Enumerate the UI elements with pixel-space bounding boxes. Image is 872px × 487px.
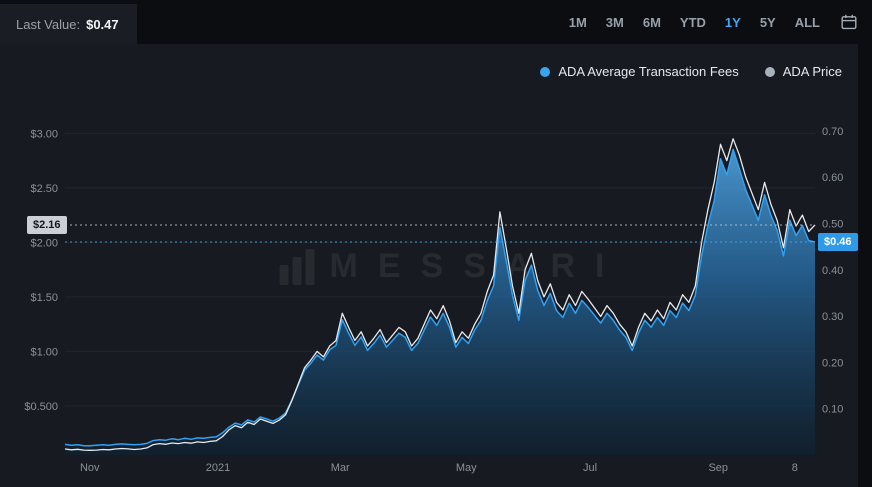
legend: ADA Average Transaction Fees ADA Price	[540, 64, 842, 79]
range-1m[interactable]: 1M	[568, 14, 587, 30]
last-value-label: Last Value:	[16, 16, 81, 32]
calendar-button[interactable]	[840, 13, 858, 31]
legend-item-fees[interactable]: ADA Average Transaction Fees	[540, 64, 739, 79]
legend-item-price[interactable]: ADA Price	[764, 64, 842, 79]
calendar-icon	[841, 14, 857, 30]
last-value-amount: $0.47	[86, 16, 119, 32]
range-ytd[interactable]: YTD	[679, 14, 706, 30]
range-1y[interactable]: 1Y	[724, 14, 741, 30]
legend-dot	[764, 66, 775, 77]
legend-label: ADA Average Transaction Fees	[558, 64, 739, 79]
last-value: Last Value: $0.47	[0, 4, 137, 44]
chart-panel	[0, 44, 858, 487]
range-all[interactable]: ALL	[794, 14, 820, 30]
legend-label: ADA Price	[782, 64, 842, 79]
legend-dot	[540, 66, 551, 77]
range-selector: 1M 3M 6M YTD 1Y 5Y ALL	[569, 13, 872, 31]
topbar: Last Value: $0.47 1M 3M 6M YTD 1Y 5Y ALL	[0, 0, 872, 44]
range-5y[interactable]: 5Y	[759, 14, 776, 30]
range-3m[interactable]: 3M	[605, 14, 624, 30]
range-6m[interactable]: 6M	[642, 14, 661, 30]
fees-value-badge: $0.46	[818, 233, 858, 252]
price-value-badge: $2.16	[27, 215, 67, 234]
